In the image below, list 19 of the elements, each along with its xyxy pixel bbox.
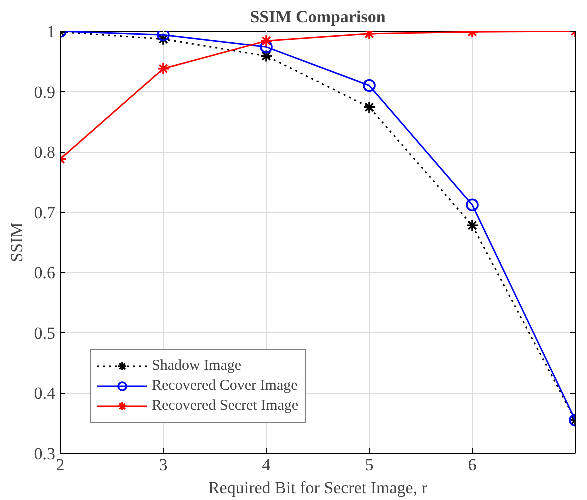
x-tick-label: 4 bbox=[262, 456, 272, 474]
legend-label: Shadow Image bbox=[152, 357, 242, 375]
y-tick-label: 1 bbox=[47, 22, 56, 42]
y-axis-title: SSIM bbox=[7, 222, 26, 262]
y-tick-label: 0.4 bbox=[34, 384, 56, 404]
x-tick-label: 6 bbox=[468, 456, 477, 474]
chart-title: SSIM Comparison bbox=[250, 8, 386, 26]
y-tick-label: 0.6 bbox=[34, 264, 56, 283]
y-tick-label: 0.5 bbox=[34, 324, 56, 343]
legend-label: Recovered Cover Image bbox=[152, 377, 298, 395]
legend-label: Recovered Secret Image bbox=[152, 397, 299, 415]
x-tick-label: 2 bbox=[56, 456, 65, 474]
y-tick-label: 0.3 bbox=[34, 444, 56, 464]
x-axis-title: Required Bit for Secret Image, r bbox=[208, 478, 428, 498]
y-tick-label: 0.8 bbox=[34, 143, 56, 162]
x-tick-label: 5 bbox=[365, 456, 374, 474]
y-tick-label: 0.9 bbox=[34, 82, 56, 102]
y-tick-label: 0.7 bbox=[34, 203, 56, 222]
x-tick-label: 3 bbox=[159, 456, 168, 474]
